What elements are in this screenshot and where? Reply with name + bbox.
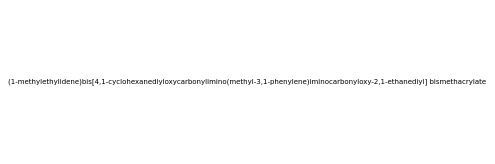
Text: (1-methylethylidene)bis[4,1-cyclohexanediyloxycarbonylimino(methyl-3,1-phenylene: (1-methylethylidene)bis[4,1-cyclohexaned…: [8, 79, 487, 85]
